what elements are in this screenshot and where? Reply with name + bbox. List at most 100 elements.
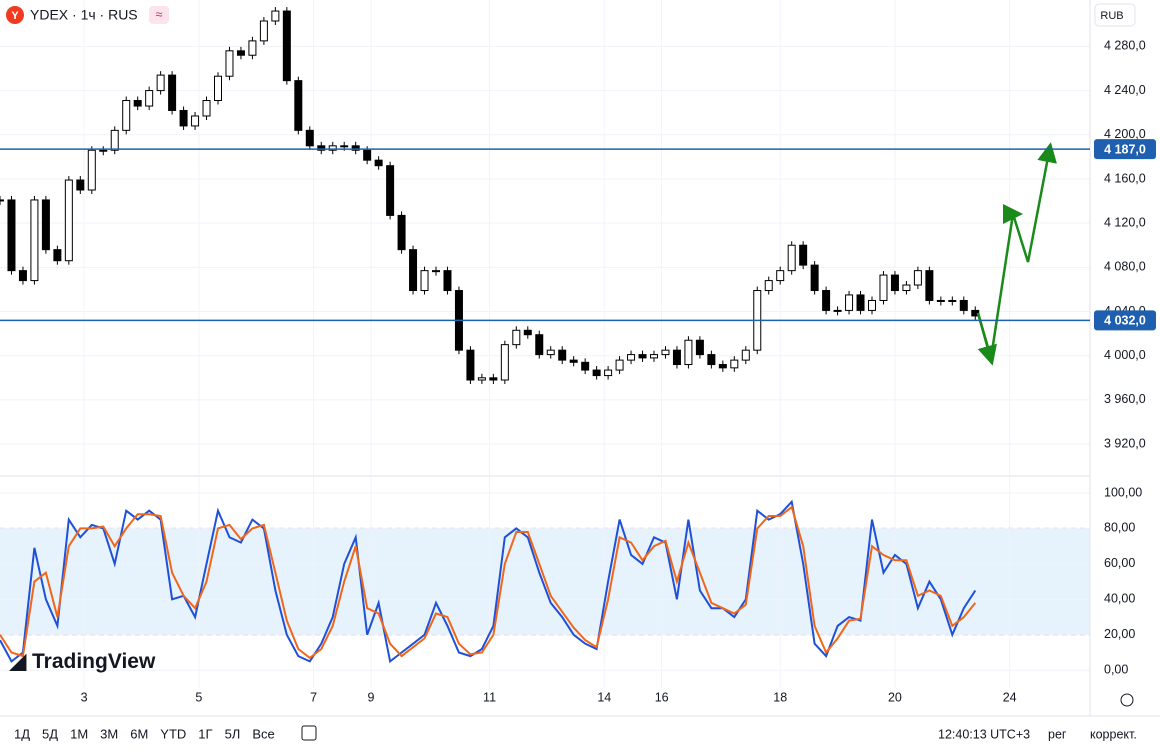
candle xyxy=(76,179,85,191)
symbol-icon-text: Y xyxy=(11,10,19,22)
candle xyxy=(374,159,383,167)
candle xyxy=(902,284,911,292)
candle xyxy=(684,339,693,366)
logo-text: TradingView xyxy=(32,650,156,673)
candle xyxy=(282,10,291,82)
symbol[interactable]: YDEX · 1ч · RUS xyxy=(30,7,138,23)
level-label-box xyxy=(1094,139,1156,160)
candle xyxy=(110,129,119,151)
candle xyxy=(741,349,750,361)
candle xyxy=(925,270,934,301)
candle xyxy=(890,274,899,292)
candle xyxy=(569,359,578,363)
candle xyxy=(604,369,613,377)
settings-icon[interactable] xyxy=(1120,693,1134,707)
candle xyxy=(672,349,681,366)
candle xyxy=(764,280,773,292)
candle xyxy=(340,145,349,148)
badge xyxy=(149,6,169,24)
timeframe-button[interactable]: 1М xyxy=(70,726,88,741)
y-tick-label: 4 120,0 xyxy=(1104,215,1146,229)
y-tick-label: 4 000,0 xyxy=(1104,348,1146,362)
candle xyxy=(225,50,234,77)
candle xyxy=(558,349,567,361)
candle xyxy=(776,270,785,282)
stoch-line xyxy=(0,499,977,664)
candle xyxy=(535,334,544,356)
timeframe-button[interactable]: 5Д xyxy=(42,726,58,741)
candle xyxy=(810,264,819,292)
level-label: 4 032,0 xyxy=(1104,314,1146,328)
badge-text: ≈ xyxy=(156,7,163,21)
candle xyxy=(7,199,16,272)
y-tick-label: 80,00 xyxy=(1104,521,1135,535)
currency-button[interactable] xyxy=(1094,3,1136,27)
candle xyxy=(64,179,73,262)
timeframe-button[interactable]: 3М xyxy=(100,726,118,741)
candle xyxy=(718,364,727,369)
y-tick-label: 4 280,0 xyxy=(1104,39,1146,53)
x-tick-label: 5 xyxy=(195,690,202,704)
timeframe-button[interactable]: 5Л xyxy=(225,726,241,741)
currency[interactable]: RUB xyxy=(1100,10,1123,22)
candle xyxy=(305,129,314,147)
candle xyxy=(477,377,486,381)
candle xyxy=(191,115,200,127)
candle xyxy=(695,339,704,356)
timeframe-button[interactable]: 6М xyxy=(130,726,148,741)
candle xyxy=(936,299,945,302)
candle xyxy=(363,149,372,161)
candle xyxy=(133,100,142,107)
candle xyxy=(787,244,796,272)
candle xyxy=(799,244,808,266)
candle xyxy=(845,294,854,311)
candle xyxy=(868,299,876,311)
y-tick-label: 20,00 xyxy=(1104,627,1135,641)
candle xyxy=(432,270,440,273)
candle xyxy=(271,10,280,22)
scale-button[interactable]: рег xyxy=(1048,727,1067,741)
candle xyxy=(351,145,360,151)
stoch-line xyxy=(0,505,977,660)
y-tick-label: 100,00 xyxy=(1104,485,1142,499)
candle xyxy=(615,359,624,371)
clock: 12:40:13 UTC+3 xyxy=(938,727,1030,741)
candle xyxy=(145,90,154,107)
candle xyxy=(259,20,268,42)
candle xyxy=(386,165,395,216)
adjust-button[interactable]: коррект. xyxy=(1090,727,1137,741)
logo: ◢ TradingView xyxy=(9,650,156,673)
candle xyxy=(99,149,108,152)
candle xyxy=(87,149,96,191)
candle xyxy=(294,80,303,131)
y-tick-label: 0,00 xyxy=(1104,663,1128,677)
y-tick-label: 3 920,0 xyxy=(1104,436,1146,450)
timeframe-button[interactable]: 1Д xyxy=(14,726,30,741)
candle xyxy=(500,344,509,381)
y-tick-label: 4 160,0 xyxy=(1104,171,1146,185)
candle xyxy=(214,75,222,102)
candle xyxy=(420,270,429,292)
symbol-icon xyxy=(6,6,24,24)
timeframe-button[interactable]: 1Г xyxy=(198,726,212,741)
candle xyxy=(879,274,888,301)
x-tick-label: 18 xyxy=(773,690,787,704)
candle xyxy=(397,214,406,251)
y-tick-label: 4 080,0 xyxy=(1104,260,1146,274)
calendar-icon[interactable] xyxy=(301,725,317,741)
candle xyxy=(122,100,131,131)
candle xyxy=(913,270,922,286)
candle xyxy=(443,270,452,292)
candle xyxy=(317,145,326,151)
candle xyxy=(856,294,865,311)
candle xyxy=(627,354,636,361)
candle xyxy=(156,74,165,92)
timeframe-button[interactable]: Все xyxy=(252,726,274,741)
candle xyxy=(730,359,739,369)
x-tick-label: 14 xyxy=(597,690,611,704)
timeframe-button[interactable]: YTD xyxy=(160,726,186,741)
candle xyxy=(833,309,842,312)
candle xyxy=(30,199,39,282)
y-tick-label: 40,00 xyxy=(1104,592,1135,606)
candle xyxy=(581,361,590,371)
